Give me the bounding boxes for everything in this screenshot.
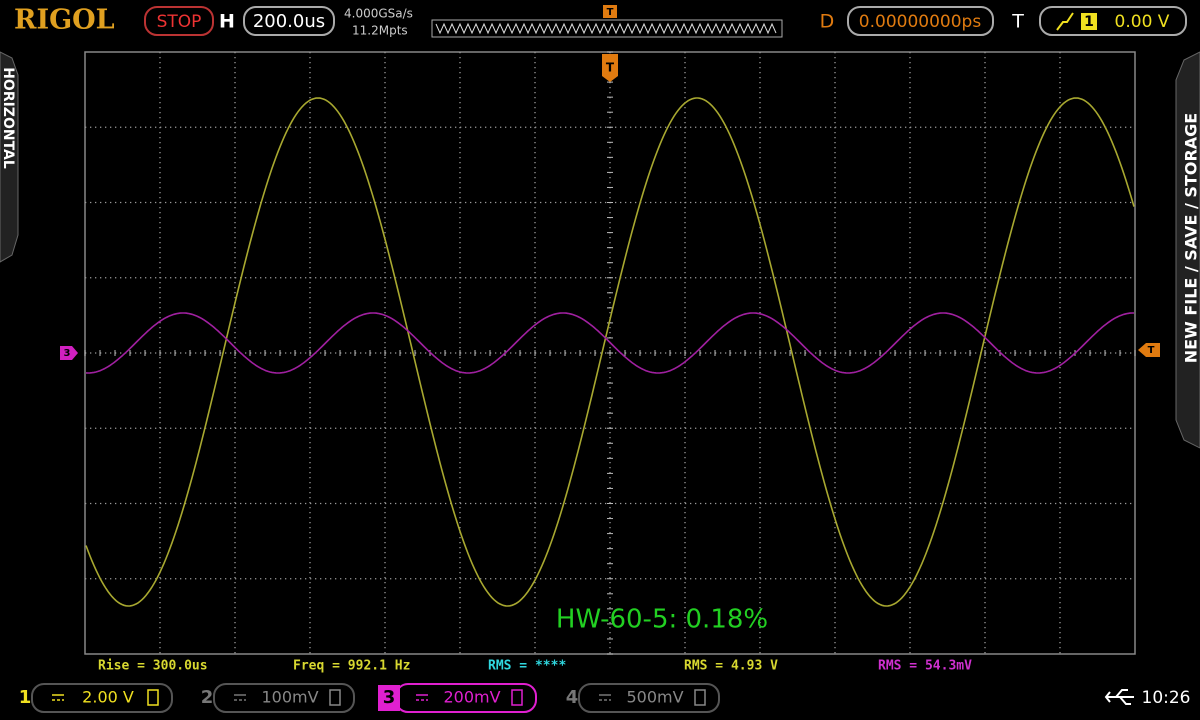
coupling-icon: [234, 694, 246, 701]
channel-scale: 2.00 V: [82, 688, 134, 707]
channel-3-marker-text: 3: [64, 348, 71, 359]
delay: 0.00000000ps: [859, 12, 982, 32]
channel-scale: 100mV: [261, 688, 318, 707]
channel-3-waveform: [85, 312, 1134, 374]
trigger-level-marker-text: T: [1148, 345, 1155, 356]
coupling-icon: [52, 694, 64, 701]
channel-scale: 500mV: [626, 688, 683, 707]
usb-icon: [1104, 689, 1134, 705]
horizontal-label: H: [219, 11, 235, 33]
channel-scale: 200mV: [443, 688, 500, 707]
measurement: Freq = 992.1 Hz: [293, 659, 410, 674]
bandwidth-icon: [511, 689, 523, 706]
coupling-icon: [416, 694, 428, 701]
bandwidth-icon: [329, 689, 341, 706]
trigger-position-marker[interactable]: [602, 54, 618, 82]
left-tab-label: HORIZONTAL: [0, 67, 16, 169]
channel-bar: 1 2.00 V 2 100mV 3 200mV 4 500mV: [19, 683, 720, 713]
channel-number-box: [378, 685, 400, 711]
channel-number: 3: [383, 687, 396, 708]
timebase-box[interactable]: [243, 6, 335, 36]
trigger-box[interactable]: [1039, 6, 1187, 36]
channel-box[interactable]: [578, 683, 720, 713]
trigger-source-box: [1081, 13, 1097, 30]
channel-number: 2: [201, 687, 214, 708]
overview-trigger-marker: [603, 5, 617, 18]
sample-rate: 4.000GSa/s: [344, 7, 413, 21]
memory-depth: 11.2Mpts: [352, 24, 408, 38]
run-state: STOP: [157, 12, 202, 32]
delay-label: D: [820, 11, 835, 33]
brand: RIGOL: [14, 5, 115, 36]
edge-icon: [1056, 12, 1074, 31]
channel-1-waveform: [85, 97, 1135, 607]
channel-number: 4: [566, 687, 579, 708]
overview-trigger-text: T: [607, 7, 614, 18]
trigger-source: 1: [1084, 14, 1094, 30]
channel-box[interactable]: [31, 683, 173, 713]
measurement: RMS = 54.3mV: [878, 659, 972, 674]
measurement: Rise = 300.0us: [98, 659, 208, 674]
timebase: 200.0us: [253, 11, 325, 32]
coupling-icon: [599, 694, 611, 701]
graticule: [84, 51, 1136, 655]
measurement: RMS = ****: [488, 659, 566, 674]
measurement: RMS = 4.93 V: [684, 659, 778, 674]
trigger-level: 0.00 V: [1115, 12, 1170, 32]
annotation: HW-60-5: 0.18%: [556, 605, 768, 635]
channel-number: 1: [19, 687, 32, 708]
run-state-box[interactable]: [144, 6, 214, 36]
trigger-position-marker-text: T: [606, 61, 615, 75]
bandwidth-icon: [147, 689, 159, 706]
trigger-label: T: [1011, 11, 1024, 33]
bandwidth-icon: [694, 689, 706, 706]
channel-3-marker[interactable]: [60, 346, 78, 360]
channel-box[interactable]: [213, 683, 355, 713]
trigger-level-marker[interactable]: [1138, 343, 1160, 357]
clock: 10:26: [1142, 688, 1191, 708]
left-tab[interactable]: [0, 51, 19, 263]
overview-wave: [435, 22, 777, 35]
delay-box[interactable]: [847, 6, 994, 36]
waveform-overview[interactable]: [431, 19, 783, 38]
right-tab-label: NEW FILE / SAVE / STORAGE: [1182, 113, 1200, 363]
right-tab[interactable]: [1175, 51, 1200, 449]
